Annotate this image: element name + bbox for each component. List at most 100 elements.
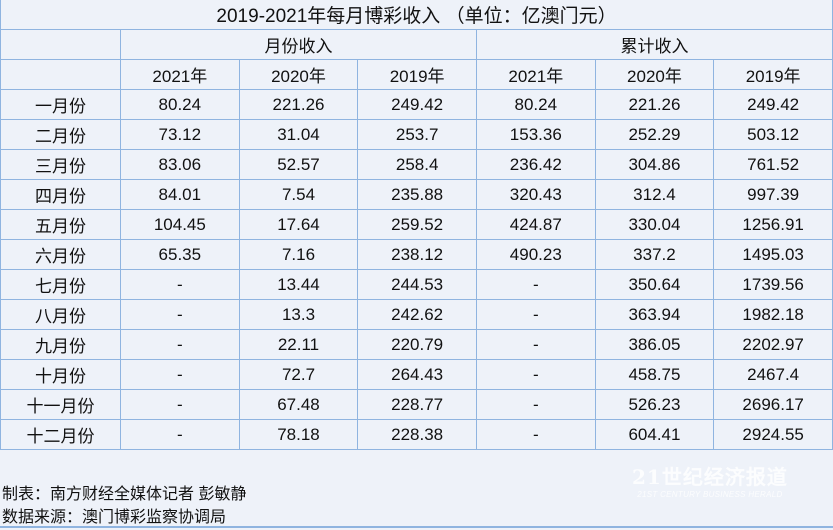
value-cell: 104.45 <box>120 209 240 240</box>
watermark-cn: 21世纪经济报道 <box>632 465 788 489</box>
value-cell: 386.05 <box>594 329 715 360</box>
value-cell: 320.43 <box>475 179 596 210</box>
year-header-row: 2021年 2020年 2019年 2021年 2020年 2019年 <box>0 59 833 90</box>
value-cell: 78.18 <box>238 419 359 450</box>
empty-header-cell <box>0 29 121 60</box>
value-cell: 604.41 <box>594 419 715 450</box>
value-cell: 221.26 <box>238 89 359 120</box>
value-cell: - <box>475 389 596 420</box>
value-cell: - <box>475 329 596 360</box>
table-row: 六月份 65.35 7.16 238.12 490.23 337.2 1495.03 <box>0 239 833 270</box>
value-cell: 31.04 <box>238 119 359 150</box>
value-cell: 228.38 <box>357 419 477 450</box>
gaming-revenue-table: 2019-2021年每月博彩收入 （单位：亿澳门元） 月份收入 累计收入 202… <box>0 0 833 450</box>
value-cell: - <box>475 299 596 330</box>
month-cell: 四月份 <box>0 179 121 210</box>
month-cell: 八月份 <box>0 299 121 330</box>
month-cell: 二月份 <box>0 119 121 150</box>
monthly-revenue-header: 月份收入 <box>120 29 477 60</box>
value-cell: 67.48 <box>238 389 359 420</box>
value-cell: 65.35 <box>120 239 240 270</box>
month-cell: 十一月份 <box>0 389 121 420</box>
month-cell: 六月份 <box>0 239 121 270</box>
value-cell: 1739.56 <box>713 269 833 300</box>
month-cell: 七月份 <box>0 269 121 300</box>
year-header: 2020年 <box>238 59 359 90</box>
value-cell: 259.52 <box>357 209 477 240</box>
year-header: 2021年 <box>120 59 240 90</box>
value-cell: - <box>120 299 240 330</box>
value-cell: 761.52 <box>713 149 833 180</box>
table-row: 一月份 80.24 221.26 249.42 80.24 221.26 249.42 <box>0 89 833 120</box>
month-cell: 五月份 <box>0 209 121 240</box>
table-row: 五月份 104.45 17.64 259.52 424.87 330.04 1256.91 <box>0 209 833 240</box>
table-row: 八月份 -13.3 242.62-363.94 1982.18 <box>0 299 833 330</box>
value-cell: 228.77 <box>357 389 477 420</box>
value-cell: 304.86 <box>594 149 715 180</box>
value-cell: 238.12 <box>357 239 477 270</box>
value-cell: 73.12 <box>120 119 240 150</box>
table-row: 三月份 83.06 52.57 258.4 236.42 304.86 761.52 <box>0 149 833 180</box>
value-cell: 220.79 <box>357 329 477 360</box>
value-cell: 7.16 <box>238 239 359 270</box>
value-cell: 503.12 <box>713 119 833 150</box>
value-cell: 2467.4 <box>713 359 833 390</box>
value-cell: 330.04 <box>594 209 715 240</box>
value-cell: 80.24 <box>120 89 240 120</box>
table-maker-note: 制表：南方财经全媒体记者 彭敏静 <box>2 486 247 503</box>
watermark-logo: 21世纪经济报道 21ST CENTURY BUSINESS HERALD <box>632 461 788 499</box>
value-cell: 458.75 <box>594 359 715 390</box>
table-row: 四月份 84.01 7.54 235.88 320.43 312.4 997.39 <box>0 179 833 210</box>
year-header: 2019年 <box>357 59 477 90</box>
table-row: 十二月份 -78.18 228.38-604.41 2924.55 <box>0 419 833 450</box>
title-row: 2019-2021年每月博彩收入 （单位：亿澳门元） <box>0 0 833 30</box>
value-cell: 221.26 <box>594 89 715 120</box>
table-title: 2019-2021年每月博彩收入 （单位：亿澳门元） <box>0 0 833 30</box>
table-row: 十一月份 -67.48 228.77-526.23 2696.17 <box>0 389 833 420</box>
month-cell: 九月份 <box>0 329 121 360</box>
year-header: 2019年 <box>713 59 833 90</box>
value-cell: 337.2 <box>594 239 715 270</box>
month-cell: 十二月份 <box>0 419 121 450</box>
value-cell: - <box>475 359 596 390</box>
value-cell: 2924.55 <box>713 419 833 450</box>
month-cell: 一月份 <box>0 89 121 120</box>
value-cell: 235.88 <box>357 179 477 210</box>
value-cell: - <box>120 359 240 390</box>
value-cell: 1982.18 <box>713 299 833 330</box>
value-cell: 84.01 <box>120 179 240 210</box>
value-cell: 52.57 <box>238 149 359 180</box>
cumulative-revenue-header: 累计收入 <box>475 29 833 60</box>
value-cell: 72.7 <box>238 359 359 390</box>
value-cell: 244.53 <box>357 269 477 300</box>
table-row: 十月份 -72.7 264.43-458.75 2467.4 <box>0 359 833 390</box>
value-cell: 312.4 <box>594 179 715 210</box>
value-cell: 249.42 <box>713 89 833 120</box>
value-cell: 264.43 <box>357 359 477 390</box>
value-cell: - <box>475 419 596 450</box>
value-cell: 253.7 <box>357 119 477 150</box>
value-cell: 153.36 <box>475 119 596 150</box>
year-header: 2020年 <box>594 59 715 90</box>
value-cell: 424.87 <box>475 209 596 240</box>
value-cell: 7.54 <box>238 179 359 210</box>
value-cell: 252.29 <box>594 119 715 150</box>
watermark-en: 21ST CENTURY BUSINESS HERALD <box>637 490 783 499</box>
year-header: 2021年 <box>475 59 596 90</box>
value-cell: 13.44 <box>238 269 359 300</box>
value-cell: 1256.91 <box>713 209 833 240</box>
value-cell: 242.62 <box>357 299 477 330</box>
value-cell: 526.23 <box>594 389 715 420</box>
bottom-divider <box>0 526 833 528</box>
data-source-note: 数据来源：澳门博彩监察协调局 <box>2 509 227 526</box>
value-cell: 2696.17 <box>713 389 833 420</box>
value-cell: - <box>120 329 240 360</box>
value-cell: - <box>120 269 240 300</box>
value-cell: 363.94 <box>594 299 715 330</box>
value-cell: - <box>120 419 240 450</box>
empty-header-cell <box>0 59 121 90</box>
value-cell: 350.64 <box>594 269 715 300</box>
value-cell: 258.4 <box>357 149 477 180</box>
group-header-row: 月份收入 累计收入 <box>0 29 833 60</box>
value-cell: 2202.97 <box>713 329 833 360</box>
